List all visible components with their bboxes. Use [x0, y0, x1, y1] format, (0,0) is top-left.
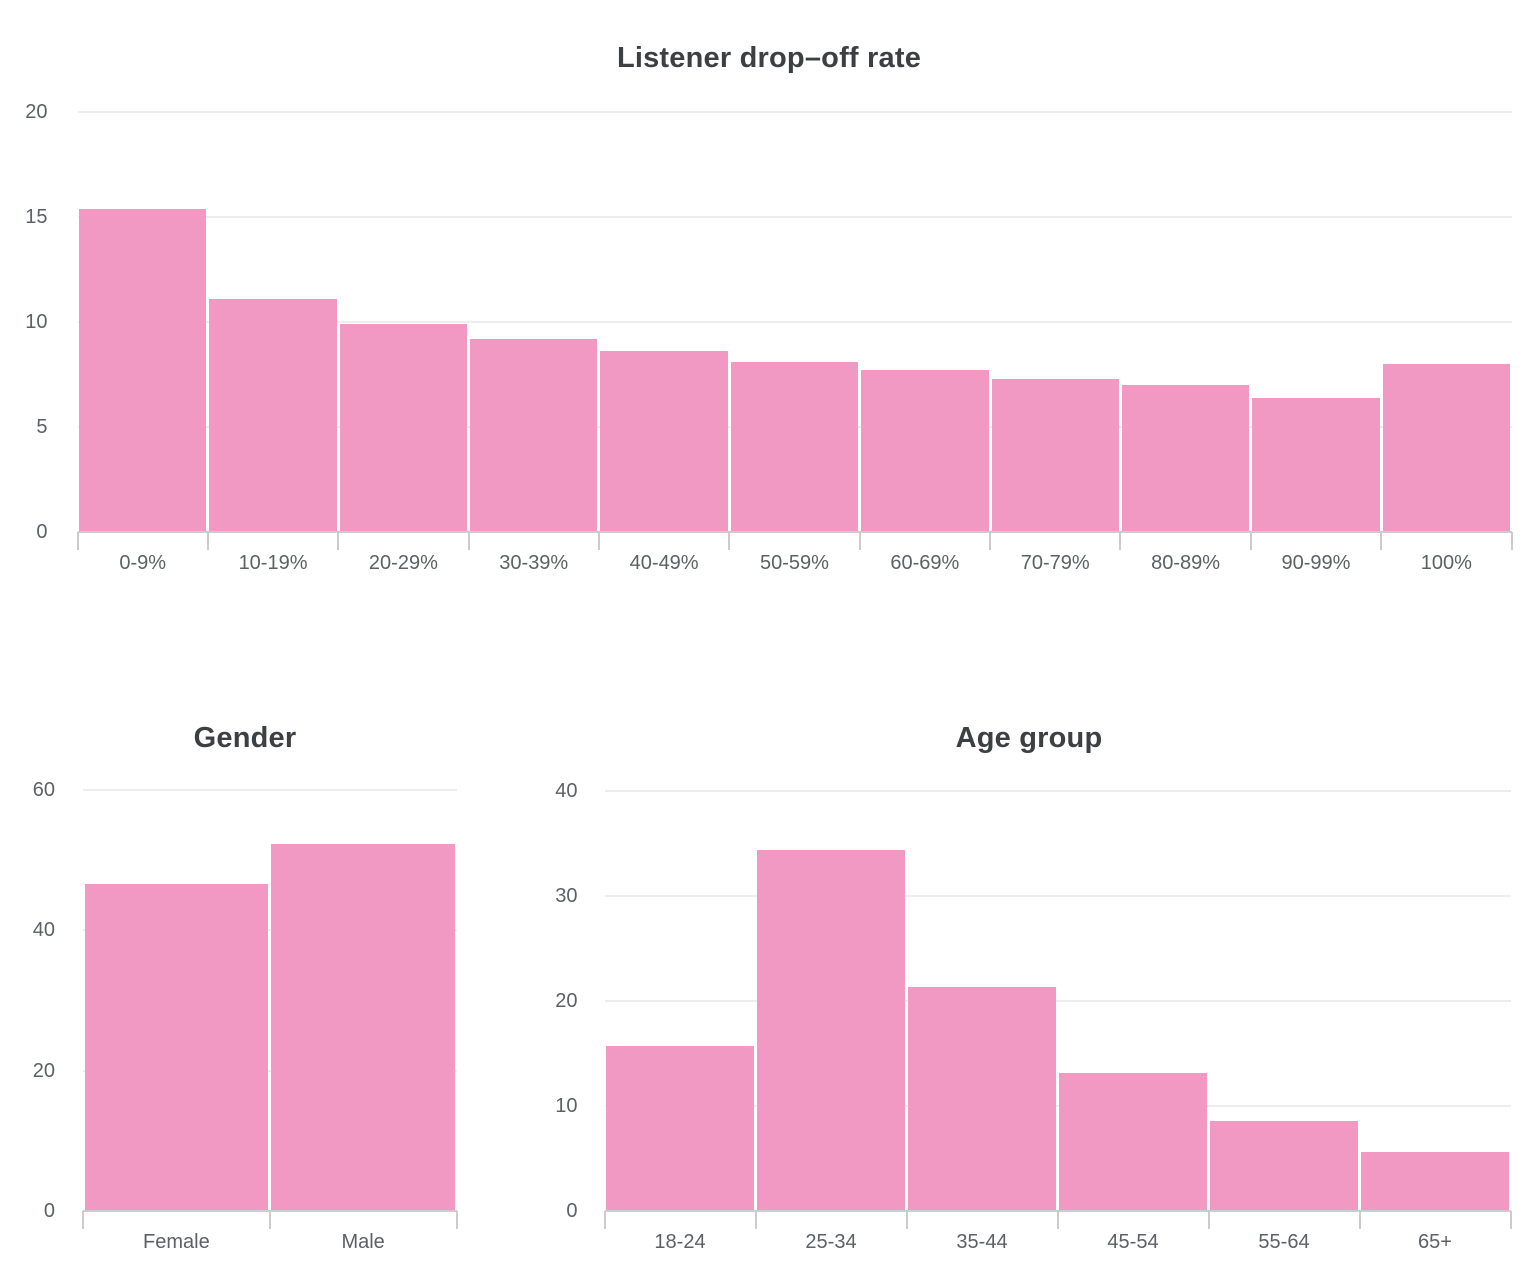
- bar-30-39%[interactable]: [470, 338, 598, 532]
- bar-18-24[interactable]: [606, 1046, 754, 1211]
- gridline-y10: [604, 1105, 1511, 1107]
- x-axis-label-Female: Female: [143, 1231, 210, 1253]
- x-axis-label-18-24: 18-24: [654, 1231, 706, 1253]
- gridline-y40: [604, 790, 1511, 792]
- y-axis-label-10: 10: [25, 311, 48, 333]
- bar-35-44[interactable]: [908, 987, 1056, 1211]
- x-axis-label-20-29%: 20-29%: [368, 552, 438, 574]
- x-axis-label-60-69%: 60-69%: [890, 552, 960, 574]
- y-axis-label-60: 60: [32, 779, 55, 801]
- axis-tick: [206, 532, 209, 550]
- axis-tick: [467, 532, 470, 550]
- bar-60-69%[interactable]: [861, 370, 989, 532]
- axis-tick: [754, 1211, 757, 1229]
- y-axis-label-0: 0: [36, 521, 48, 543]
- bar-45-54[interactable]: [1059, 1073, 1207, 1211]
- axis-tick: [455, 1211, 458, 1229]
- bar-100%[interactable]: [1382, 364, 1510, 532]
- age-group-title: Age group: [955, 722, 1103, 754]
- bar-10-19%[interactable]: [209, 298, 337, 532]
- listener-dropoff-title: Listener drop–off rate: [616, 42, 922, 74]
- x-axis-label-80-89%: 80-89%: [1151, 552, 1221, 574]
- axis-tick: [728, 532, 731, 550]
- gridline-y60: [83, 789, 457, 791]
- axis-tick: [858, 532, 861, 550]
- axis-tick: [905, 1211, 908, 1229]
- bar-90-99%[interactable]: [1252, 397, 1380, 532]
- x-axis-label-70-79%: 70-79%: [1020, 552, 1090, 574]
- bar-55-64[interactable]: [1210, 1120, 1358, 1211]
- y-axis-label-20: 20: [25, 101, 48, 123]
- axis-tick: [1509, 1211, 1512, 1229]
- axis-tick: [76, 532, 79, 550]
- axis-tick: [268, 1211, 271, 1229]
- bar-50-59%[interactable]: [730, 361, 859, 532]
- x-axis-label-90-99%: 90-99%: [1281, 552, 1351, 574]
- x-axis-label-30-39%: 30-39%: [499, 552, 569, 574]
- bar-Female[interactable]: [84, 884, 269, 1211]
- gridline-y20: [77, 111, 1512, 113]
- y-axis-label-0: 0: [566, 1200, 578, 1222]
- y-axis-label-15: 15: [25, 206, 48, 228]
- y-axis-label-40: 40: [32, 919, 55, 942]
- axis-tick: [1056, 1211, 1059, 1229]
- x-axis-line: [77, 531, 1512, 533]
- x-axis-label-35-44: 35-44: [956, 1231, 1008, 1253]
- x-axis-label-10-19%: 10-19%: [238, 552, 308, 574]
- axis-tick: [1358, 1211, 1361, 1229]
- bar-80-89%[interactable]: [1121, 385, 1250, 532]
- bar-65+[interactable]: [1361, 1152, 1509, 1211]
- gridline-y20: [83, 1069, 457, 1072]
- x-axis-label-25-34: 25-34: [805, 1231, 857, 1253]
- y-axis-label-30: 30: [555, 885, 578, 907]
- gridline-y20: [604, 1000, 1511, 1002]
- gender-title: Gender: [193, 722, 297, 754]
- y-axis-label-20: 20: [32, 1059, 55, 1082]
- axis-tick: [337, 532, 340, 550]
- x-axis-label-45-54: 45-54: [1107, 1231, 1159, 1253]
- x-axis-label-Male: Male: [341, 1231, 385, 1253]
- y-axis-label-40: 40: [555, 780, 578, 802]
- x-axis-label-100%: 100%: [1420, 552, 1472, 574]
- bar-0-9%[interactable]: [79, 208, 207, 532]
- axis-tick: [82, 1211, 84, 1229]
- axis-tick: [597, 532, 600, 550]
- axis-tick: [1119, 532, 1122, 550]
- y-axis-label-0: 0: [43, 1200, 55, 1222]
- gridline-y10: [77, 321, 1512, 323]
- gridline-y40: [83, 929, 457, 932]
- gridline-y15: [77, 216, 1512, 218]
- x-axis-label-40-49%: 40-49%: [629, 552, 699, 574]
- y-axis-label-10: 10: [555, 1095, 578, 1117]
- bar-70-79%[interactable]: [991, 378, 1119, 532]
- y-axis-label-5: 5: [36, 416, 48, 438]
- bar-20-29%[interactable]: [339, 324, 468, 532]
- x-axis-label-65+: 65+: [1418, 1231, 1452, 1253]
- axis-tick: [1380, 532, 1383, 550]
- bar-Male[interactable]: [271, 844, 455, 1211]
- axis-tick: [1207, 1211, 1210, 1229]
- gridline-y30: [604, 895, 1511, 897]
- bar-40-49%[interactable]: [600, 351, 728, 532]
- x-axis-label-0-9%: 0-9%: [119, 552, 167, 574]
- axis-tick: [1249, 532, 1252, 550]
- bar-25-34[interactable]: [757, 849, 905, 1211]
- y-axis-label-20: 20: [555, 990, 578, 1012]
- axis-tick: [603, 1211, 606, 1229]
- axis-tick: [1510, 532, 1513, 550]
- axis-tick: [989, 532, 992, 550]
- x-axis-label-55-64: 55-64: [1258, 1231, 1310, 1253]
- x-axis-label-50-59%: 50-59%: [760, 552, 829, 574]
